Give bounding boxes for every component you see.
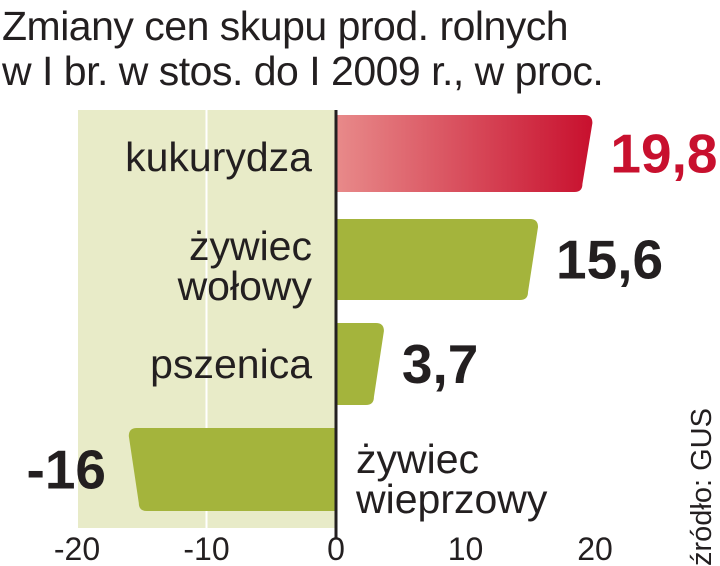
source-label: źródło: GUS	[686, 408, 718, 566]
value-label: -16	[27, 439, 107, 501]
category-label-line: wieprzowy	[355, 476, 548, 522]
tick-label: 10	[448, 531, 484, 565]
title-line-1: Zmiany cen skupu prod. rolnych	[2, 3, 569, 49]
value-label: 3,7	[402, 333, 478, 395]
chart-title: Zmiany cen skupu prod. rolnych w I br. w…	[2, 4, 702, 94]
tick-label: 0	[327, 531, 345, 565]
category-label-line: wołowy	[177, 263, 313, 309]
tick-label: 20	[577, 531, 613, 565]
bar	[336, 323, 384, 405]
tick-label: -20	[54, 531, 100, 565]
bar	[336, 219, 539, 300]
bar	[128, 428, 336, 511]
title-line-2: w I br. w stos. do I 2009 r., w proc.	[2, 48, 604, 94]
category-label: żywiec wołowy	[177, 223, 313, 309]
category-label: kukurydza	[125, 134, 312, 180]
category-label-line: żywiec	[356, 436, 479, 482]
category-label: pszenica	[150, 341, 312, 387]
bar	[336, 115, 593, 192]
category-label-line: pszenica	[150, 341, 312, 387]
value-label: 15,6	[556, 229, 663, 291]
category-label-line: żywiec	[189, 223, 312, 269]
value-label: 19,8	[610, 123, 717, 185]
category-label-line: kukurydza	[125, 134, 312, 180]
category-label: żywiec wieprzowy	[355, 436, 548, 522]
tick-label: -10	[183, 531, 229, 565]
